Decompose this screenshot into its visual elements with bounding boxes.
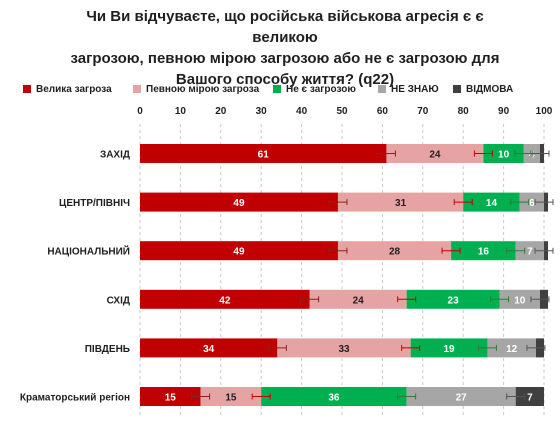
x-tick-label: 10 [175, 106, 187, 117]
legend-label: НЕ ЗНАЮ [391, 84, 439, 95]
data-label: 42 [219, 295, 231, 306]
bar-segment [406, 387, 516, 406]
data-label: 4 [529, 150, 535, 161]
bar-segment [451, 241, 516, 261]
legend-swatch [273, 85, 281, 93]
x-tick-label: 20 [215, 106, 227, 117]
chart-title: Чи Ви відчуваєте, що російська військова… [60, 6, 510, 90]
data-label: 61 [258, 150, 270, 161]
data-label: 24 [429, 150, 441, 161]
bar-segment [309, 289, 407, 309]
category-label: Краматорський регіон [20, 393, 130, 404]
bar-segment [499, 289, 540, 309]
data-label: 15 [225, 393, 237, 404]
data-label: 10 [514, 295, 526, 306]
bar-segment [519, 192, 544, 212]
legend-item-ne-zagroza: Не є загрозою [273, 84, 356, 95]
bar-segment [515, 387, 544, 406]
legend-label: Певною мірою загроза [146, 84, 260, 95]
data-label: 34 [203, 344, 215, 355]
data-label: 31 [395, 198, 407, 209]
x-tick-label: 90 [498, 106, 510, 117]
legend-swatch [133, 85, 141, 93]
bar-segment [261, 387, 407, 406]
data-label: 33 [338, 344, 350, 355]
legend: Велика загроза Певною мірою загроза Не є… [23, 84, 553, 98]
bar-segment [140, 192, 338, 212]
x-tick-label: 60 [377, 106, 389, 117]
legend-item-pevnoyu: Певною мірою загроза [133, 84, 259, 95]
data-label: 10 [498, 150, 510, 161]
data-label: 16 [478, 247, 490, 258]
bar-segment [337, 192, 464, 212]
x-tick-label: 30 [256, 106, 268, 117]
legend-item-ne-znayu: НЕ ЗНАЮ [378, 84, 439, 95]
bar-segment [515, 241, 544, 261]
data-label: 24 [353, 295, 365, 306]
legend-item-velyka: Велика загроза [23, 84, 112, 95]
legend-label: ВІДМОВА [466, 84, 514, 95]
bar-segment [386, 144, 484, 163]
legend-label: Не є загрозою [286, 84, 356, 95]
bar-segment [200, 387, 262, 406]
category-label: ЦЕНТР/ПІВНІЧ [59, 198, 130, 209]
data-label: 6 [529, 198, 535, 209]
data-label: 7 [527, 393, 533, 404]
category-label: ЗАХІД [100, 150, 130, 161]
legend-swatch [453, 85, 461, 93]
category-label: ПІВДЕНЬ [85, 344, 130, 355]
data-label: 49 [233, 198, 245, 209]
data-label: 28 [389, 247, 401, 258]
bar-segment [337, 241, 452, 261]
bar-segment [410, 338, 488, 358]
category-label: НАЦІОНАЛЬНИЙ [47, 245, 130, 258]
x-tick-label: 40 [296, 106, 308, 117]
title-line-2: загрозою, певною мірою загрозою або не є… [70, 50, 500, 67]
data-label: 49 [233, 247, 245, 258]
data-label: 15 [165, 393, 177, 404]
data-label: 27 [456, 393, 468, 404]
data-label: 12 [506, 344, 518, 355]
title-line-1: Чи Ви відчуваєте, що російська військова… [86, 8, 484, 46]
bar-segment [406, 289, 500, 309]
data-label: 14 [486, 198, 498, 209]
bar-segment [277, 338, 411, 358]
x-tick-label: 0 [137, 106, 143, 117]
bar-segment [463, 192, 520, 212]
bar-segment [483, 144, 524, 163]
legend-swatch [378, 85, 386, 93]
x-tick-label: 50 [336, 106, 348, 117]
bar-segment [487, 338, 536, 358]
title-line-3: Вашого способу життя? (q22) [175, 71, 395, 88]
category-label: СХІД [107, 295, 130, 306]
data-label: 7 [527, 247, 533, 258]
bar-segment [140, 338, 278, 358]
data-label: 23 [448, 295, 460, 306]
data-label: 19 [443, 344, 455, 355]
legend-item-vidmova: ВІДМОВА [453, 84, 513, 95]
data-label: 36 [328, 393, 340, 404]
bar-segment [140, 289, 310, 309]
x-tick-label: 100 [536, 106, 553, 117]
legend-label: Велика загроза [36, 84, 112, 95]
x-tick-label: 80 [458, 106, 470, 117]
bar-segment [140, 144, 387, 163]
bar-segment [140, 387, 201, 406]
bar-segment [140, 241, 338, 261]
legend-swatch [23, 85, 31, 93]
x-tick-label: 70 [417, 106, 429, 117]
